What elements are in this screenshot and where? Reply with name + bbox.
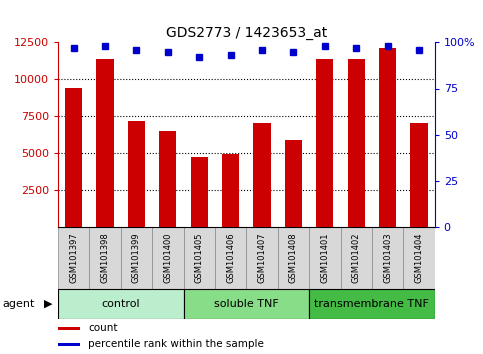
Bar — [58, 227, 89, 289]
Bar — [184, 227, 215, 289]
Title: GDS2773 / 1423653_at: GDS2773 / 1423653_at — [166, 26, 327, 40]
Bar — [58, 343, 80, 346]
Text: GSM101399: GSM101399 — [132, 232, 141, 283]
Bar — [128, 120, 145, 227]
Bar — [191, 157, 208, 227]
Text: GSM101400: GSM101400 — [163, 232, 172, 283]
Bar — [121, 227, 152, 289]
Text: GSM101397: GSM101397 — [69, 232, 78, 283]
Text: GSM101401: GSM101401 — [320, 232, 329, 283]
Text: GSM101406: GSM101406 — [226, 232, 235, 283]
Bar — [316, 59, 333, 227]
Bar — [372, 227, 403, 289]
Bar — [411, 124, 427, 227]
Bar — [222, 154, 239, 227]
Text: control: control — [101, 298, 140, 309]
Bar — [309, 289, 435, 319]
Bar — [254, 124, 270, 227]
Text: GSM101407: GSM101407 — [257, 232, 267, 283]
Bar — [348, 59, 365, 227]
Text: GSM101402: GSM101402 — [352, 232, 361, 283]
Bar — [152, 227, 184, 289]
Text: GSM101408: GSM101408 — [289, 232, 298, 283]
Bar — [246, 227, 278, 289]
Bar — [97, 59, 114, 227]
Bar — [58, 326, 80, 330]
Bar — [58, 289, 184, 319]
Bar — [215, 227, 246, 289]
Bar — [309, 227, 341, 289]
Bar — [89, 227, 121, 289]
Text: GSM101405: GSM101405 — [195, 232, 204, 283]
Text: GSM101404: GSM101404 — [414, 232, 424, 283]
Bar — [379, 48, 396, 227]
Bar — [65, 88, 82, 227]
Text: transmembrane TNF: transmembrane TNF — [314, 298, 429, 309]
Bar — [341, 227, 372, 289]
Text: count: count — [88, 323, 118, 333]
Text: percentile rank within the sample: percentile rank within the sample — [88, 339, 264, 349]
Text: ▶: ▶ — [44, 298, 53, 309]
Bar — [403, 227, 435, 289]
Bar — [285, 140, 302, 227]
Text: agent: agent — [2, 298, 35, 309]
Text: soluble TNF: soluble TNF — [214, 298, 279, 309]
Text: GSM101398: GSM101398 — [100, 232, 110, 283]
Bar — [184, 289, 309, 319]
Bar — [278, 227, 309, 289]
Bar — [159, 131, 176, 227]
Text: GSM101403: GSM101403 — [383, 232, 392, 283]
